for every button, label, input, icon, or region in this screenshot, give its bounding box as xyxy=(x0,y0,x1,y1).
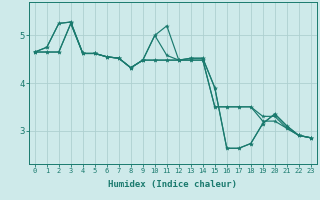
X-axis label: Humidex (Indice chaleur): Humidex (Indice chaleur) xyxy=(108,180,237,189)
